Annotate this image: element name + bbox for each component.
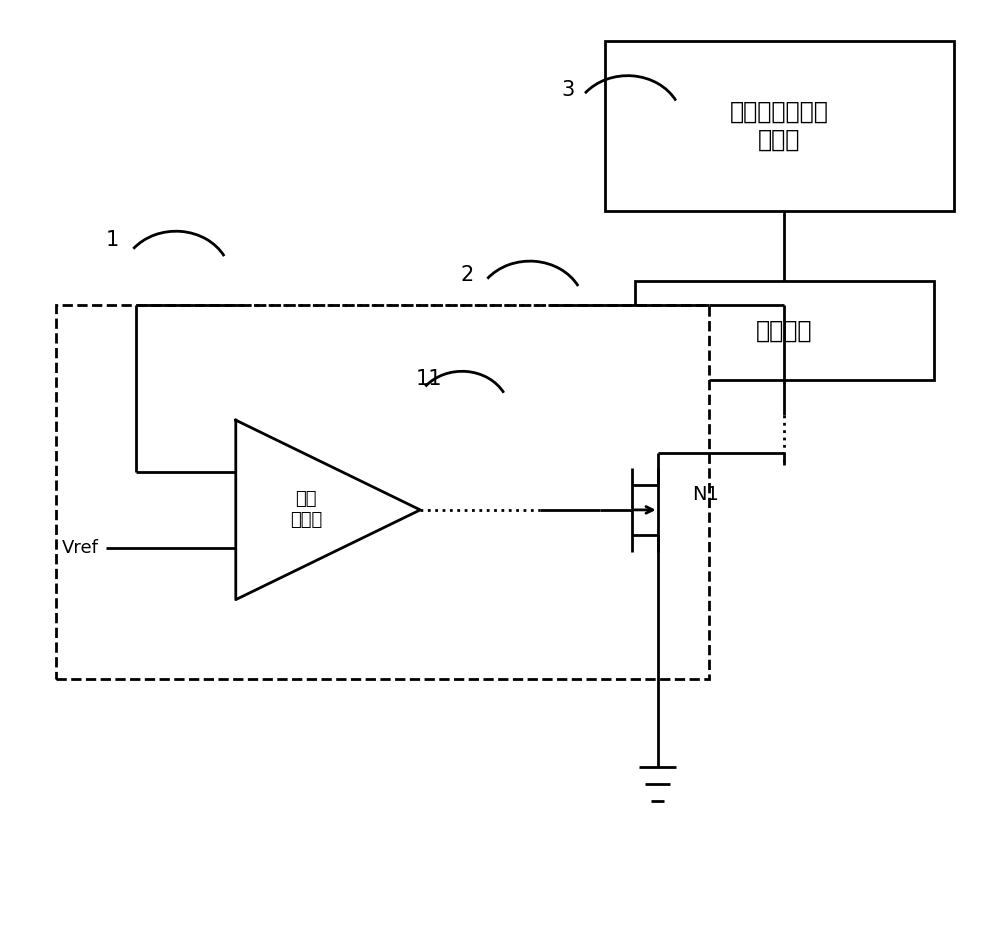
Text: 平均功率追踪控
制模块: 平均功率追踪控 制模块 <box>730 100 829 152</box>
Text: 3: 3 <box>562 80 575 100</box>
Bar <box>605 41 954 211</box>
Text: 11: 11 <box>415 370 442 390</box>
Text: Vref: Vref <box>62 539 99 557</box>
Text: 供电模块: 供电模块 <box>756 318 812 342</box>
Bar <box>635 280 934 380</box>
Text: N1: N1 <box>692 485 719 504</box>
Text: 1: 1 <box>106 230 119 250</box>
Text: 2: 2 <box>460 264 473 285</box>
Text: 运算
放大器: 运算 放大器 <box>290 490 322 529</box>
Bar <box>56 306 709 679</box>
